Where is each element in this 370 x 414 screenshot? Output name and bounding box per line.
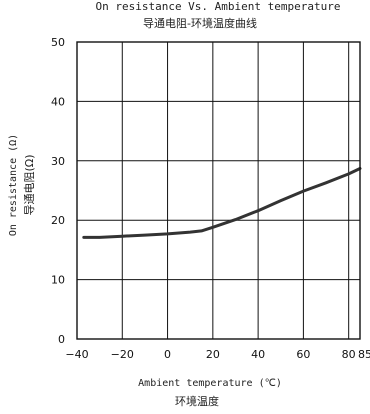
y-tick-label: 10 xyxy=(51,274,65,287)
x-tick-label: 80 xyxy=(342,348,356,361)
x-axis-label: Ambient temperature (℃) xyxy=(138,378,282,389)
chart-title: On resistance Vs. Ambient temperature xyxy=(95,0,340,13)
y-tick-label: 50 xyxy=(51,36,65,49)
y-tick-label: 40 xyxy=(51,95,65,108)
series xyxy=(82,167,362,239)
y-axis-label: On resistance (Ω) xyxy=(8,134,19,236)
plot-frame xyxy=(76,41,361,340)
chart-subtitle: 导通电阻-环境温度曲线 xyxy=(143,16,257,30)
y-axis-title: On resistance (Ω) 导通电阻(Ω) xyxy=(8,134,36,236)
series-line xyxy=(82,167,362,239)
y-tick-label: 20 xyxy=(51,214,65,227)
x-tick-label: 60 xyxy=(296,348,310,361)
y-axis-label-cn: 导通电阻(Ω) xyxy=(23,155,36,216)
grid xyxy=(77,42,360,339)
x-tick-label: 20 xyxy=(206,348,220,361)
x-axis-label-cn: 环境温度 xyxy=(175,394,219,408)
x-tick-label: 0 xyxy=(164,348,171,361)
y-tick-label: 30 xyxy=(51,155,65,168)
tick-labels: −40 −20 0 20 40 60 80 85 0 10 20 30 40 50 xyxy=(51,36,370,361)
x-tick-label: 40 xyxy=(251,348,265,361)
x-tick-label: 85 xyxy=(358,348,370,361)
x-tick-label: −40 xyxy=(65,348,88,361)
y-tick-label: 0 xyxy=(58,333,65,346)
x-tick-label: −20 xyxy=(111,348,134,361)
